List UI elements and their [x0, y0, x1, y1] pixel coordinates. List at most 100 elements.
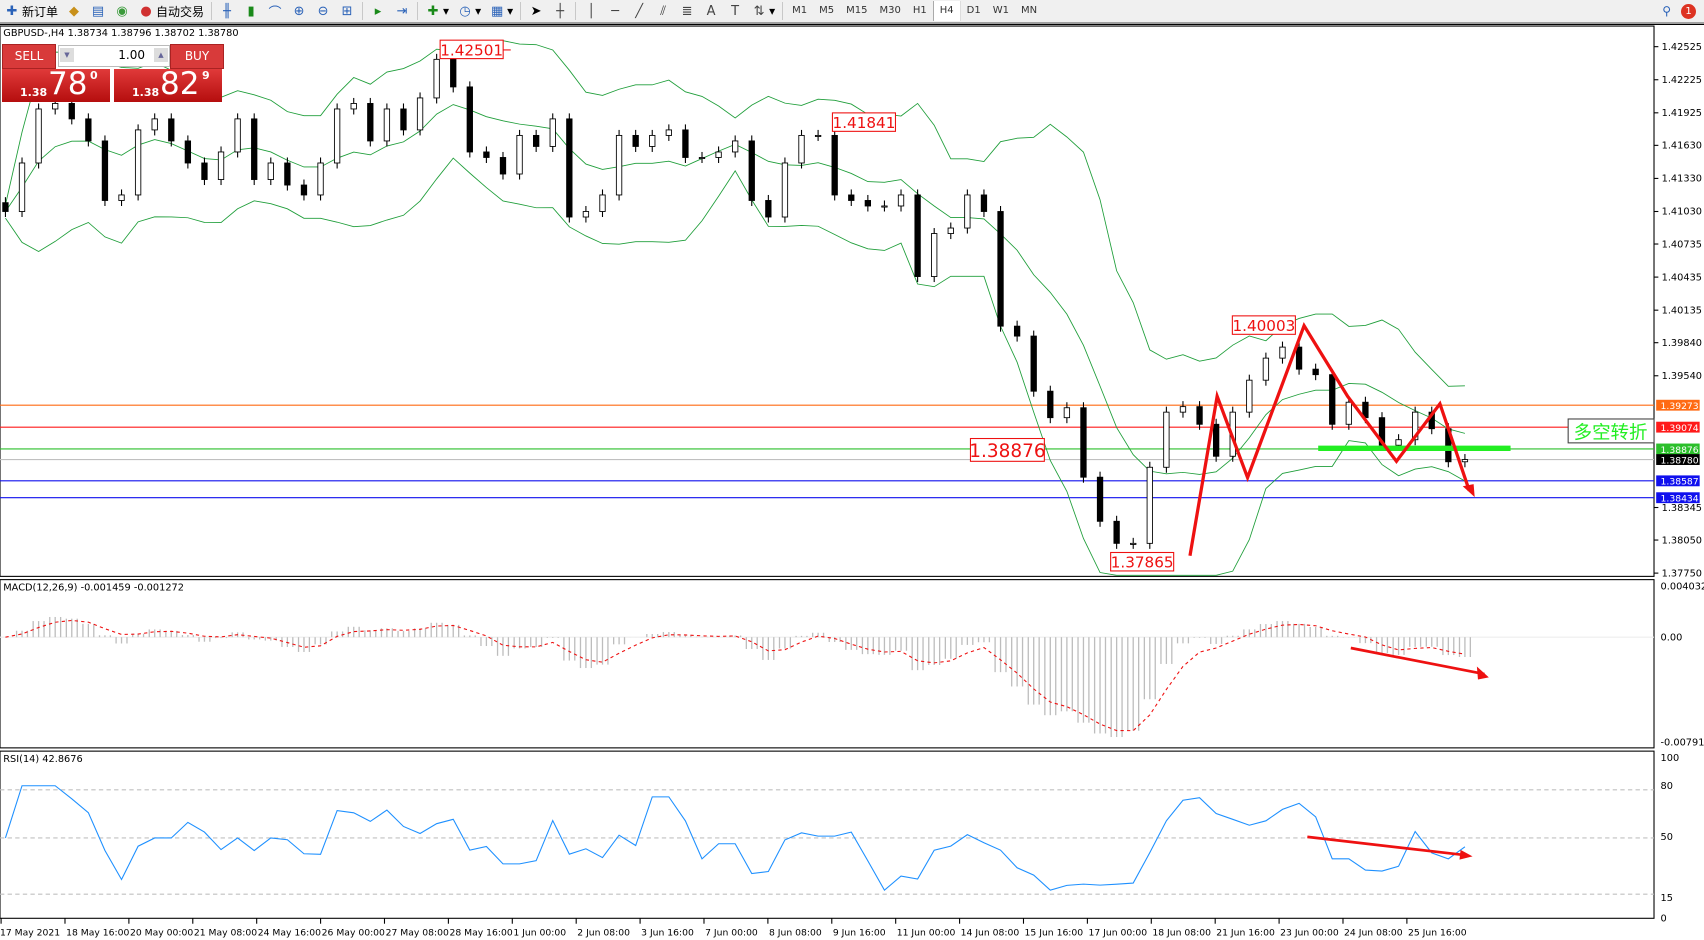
candle[interactable] [599, 189, 606, 218]
auto-trading-button[interactable]: ● 自动交易 [134, 1, 208, 21]
auto-scroll-button[interactable]: ▸ [366, 1, 390, 21]
candle[interactable] [333, 103, 341, 169]
bar-chart-button[interactable]: ╫ [215, 1, 239, 21]
periods-button[interactable]: ◷ ▾ [453, 1, 485, 21]
cursor-button[interactable]: ➤ [524, 1, 548, 21]
candle[interactable] [85, 113, 92, 147]
candle[interactable] [897, 189, 905, 212]
strategy-tester-button[interactable]: ◆ [62, 1, 86, 21]
candle[interactable] [715, 146, 722, 163]
text-label-button[interactable]: T [723, 1, 747, 21]
candle[interactable] [1030, 330, 1037, 397]
candle[interactable] [831, 129, 838, 201]
candle[interactable] [964, 189, 971, 234]
candle[interactable] [317, 157, 324, 201]
zoom-out-button[interactable]: ⊖ [311, 1, 335, 21]
candle[interactable] [101, 135, 109, 206]
line-chart-button[interactable]: ⌒ [263, 1, 287, 21]
candle[interactable] [466, 81, 473, 158]
candle[interactable] [1080, 402, 1087, 483]
tf-m5[interactable]: M5 [819, 5, 835, 16]
pattern-zigzag-line[interactable] [1188, 321, 1471, 557]
indicators-button[interactable]: ✚ ▾ [421, 1, 453, 21]
candle[interactable] [864, 194, 872, 212]
trendline-button[interactable]: ╱ [627, 1, 651, 21]
sell-price-button[interactable]: 1.38 78 0 [2, 66, 110, 102]
tf-mn[interactable]: MN [1020, 5, 1038, 16]
lot-increase-icon[interactable]: ▲ [154, 48, 168, 62]
arrows-button[interactable]: ⇅ ▾ [747, 1, 779, 21]
tf-w1[interactable]: W1 [992, 5, 1009, 16]
candle[interactable] [997, 205, 1004, 332]
candle[interactable] [848, 189, 855, 206]
candle[interactable] [914, 189, 921, 283]
candle[interactable] [781, 157, 789, 223]
candle[interactable] [1461, 454, 1469, 468]
new-order-button[interactable]: ✚ 新订单 [0, 1, 62, 21]
candle[interactable] [566, 113, 573, 223]
candle[interactable] [1013, 320, 1021, 342]
candle[interactable] [1212, 418, 1220, 462]
candle[interactable] [1063, 402, 1071, 424]
tf-m30[interactable]: M30 [879, 5, 901, 16]
candle[interactable] [1262, 352, 1270, 386]
candle[interactable] [251, 113, 258, 186]
candle[interactable] [400, 103, 407, 136]
annotation-neckline[interactable]: 1.38876 [969, 437, 1046, 462]
candle[interactable] [168, 113, 175, 147]
candle[interactable] [217, 146, 225, 186]
candle[interactable] [881, 200, 888, 212]
macd-divergence-arrow[interactable] [1350, 646, 1485, 676]
signals-button[interactable]: ◉ [110, 1, 134, 21]
rsi-pane[interactable] [0, 750, 1655, 919]
candle[interactable] [698, 151, 706, 163]
annotation-high2[interactable]: 1.41841 [831, 112, 897, 132]
tf-d1[interactable]: D1 [966, 5, 981, 16]
candle[interactable] [931, 228, 938, 283]
lot-decrease-icon[interactable]: ▼ [60, 48, 74, 62]
candle[interactable] [1345, 396, 1352, 430]
channel-button[interactable]: ⫽ [651, 1, 675, 21]
candle[interactable] [383, 103, 391, 147]
tf-m1[interactable]: M1 [792, 5, 808, 16]
text-button[interactable]: A [699, 1, 723, 21]
candle[interactable] [1312, 363, 1319, 381]
candle[interactable] [1047, 385, 1054, 424]
candle[interactable] [416, 92, 424, 136]
sell-button[interactable]: SELL [2, 44, 56, 69]
candle[interactable] [1295, 341, 1303, 375]
candle[interactable] [814, 129, 822, 141]
candle[interactable] [367, 97, 374, 147]
candle[interactable] [765, 194, 772, 223]
horizontal-line-button[interactable]: ─ [603, 1, 627, 21]
candle[interactable] [1113, 515, 1120, 549]
tf-h4[interactable]: H4 [932, 1, 961, 21]
tf-m15[interactable]: M15 [846, 5, 868, 16]
templates-button[interactable]: ▦ ▾ [490, 3, 514, 19]
data-window-button[interactable]: ▤ [86, 1, 110, 21]
candle[interactable] [1196, 401, 1203, 430]
candle[interactable] [615, 129, 623, 201]
candle[interactable] [267, 157, 274, 186]
candle[interactable] [234, 113, 241, 158]
candlestick-button[interactable]: ▮ [239, 1, 263, 21]
candle[interactable] [1329, 369, 1336, 430]
candle[interactable] [2, 197, 9, 218]
chart-shift-button[interactable]: ⇥ [390, 1, 414, 21]
buy-button[interactable]: BUY [170, 44, 224, 69]
candle[interactable] [533, 129, 540, 152]
candle[interactable] [549, 113, 556, 152]
annotation-high1[interactable]: 1.42501 [439, 39, 511, 59]
candle[interactable] [1163, 406, 1170, 473]
candle[interactable] [1179, 401, 1187, 418]
candle[interactable] [632, 129, 639, 152]
candle[interactable] [483, 146, 490, 163]
candle[interactable] [649, 129, 656, 152]
macd-pane[interactable] [0, 579, 1655, 749]
annotation-high3[interactable]: 1.40003 [1231, 315, 1296, 335]
candle[interactable] [665, 124, 672, 141]
candle[interactable] [284, 157, 291, 191]
candle[interactable] [433, 53, 440, 104]
main-pane[interactable] [0, 25, 1655, 577]
